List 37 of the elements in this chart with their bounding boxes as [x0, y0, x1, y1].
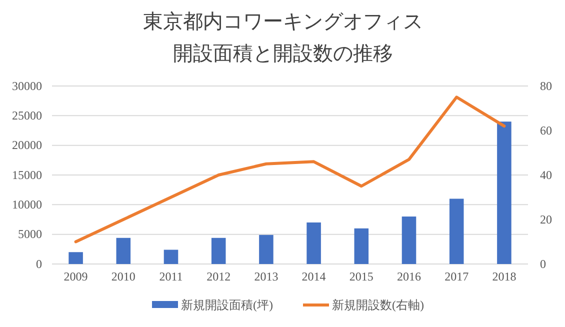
bar: [116, 238, 131, 264]
y2-tick-label: 20: [540, 212, 552, 226]
chart-title: 東京都内コワーキングオフィス: [143, 11, 423, 33]
y-tick-label: 25000: [12, 108, 42, 123]
x-tick-label: 2015: [349, 270, 374, 284]
y2-tick-label: 40: [540, 168, 552, 182]
x-tick-label: 2010: [111, 270, 136, 284]
y-tick-label: 30000: [12, 78, 42, 93]
x-tick-label: 2009: [64, 270, 88, 284]
line-series: [74, 96, 506, 244]
bar: [68, 252, 83, 264]
x-tick-label: 2014: [302, 270, 326, 284]
x-tick-label: 2018: [492, 270, 516, 284]
y2-tick-label: 0: [540, 256, 546, 271]
y-tick-label: 5000: [18, 227, 42, 242]
x-tick-label: 2017: [444, 270, 469, 284]
x-tick-label: 2011: [159, 270, 183, 284]
legend-label: 新規開設数(右軸): [332, 298, 424, 312]
legend-label: 新規開設面積(坪): [181, 298, 273, 312]
chart-subtitle: 開設面積と開設数の推移: [173, 43, 393, 65]
bar: [497, 122, 512, 264]
y2-tick-label: 60: [540, 123, 552, 138]
y2-tick-label: 80: [540, 78, 552, 93]
bar: [354, 228, 369, 264]
y-tick-label: 15000: [12, 168, 42, 182]
y-tick-label: 10000: [12, 198, 42, 212]
bar: [306, 222, 321, 264]
bar: [402, 216, 416, 264]
y-tick-label: 0: [36, 256, 42, 271]
bar: [164, 250, 178, 264]
bar: [259, 234, 274, 264]
y-tick-label: 20000: [12, 138, 42, 152]
x-tick-label: 2013: [254, 270, 278, 284]
x-tick-label: 2012: [206, 270, 231, 284]
bar: [449, 198, 464, 264]
bar: [211, 238, 226, 264]
x-tick-label: 2016: [397, 270, 421, 284]
